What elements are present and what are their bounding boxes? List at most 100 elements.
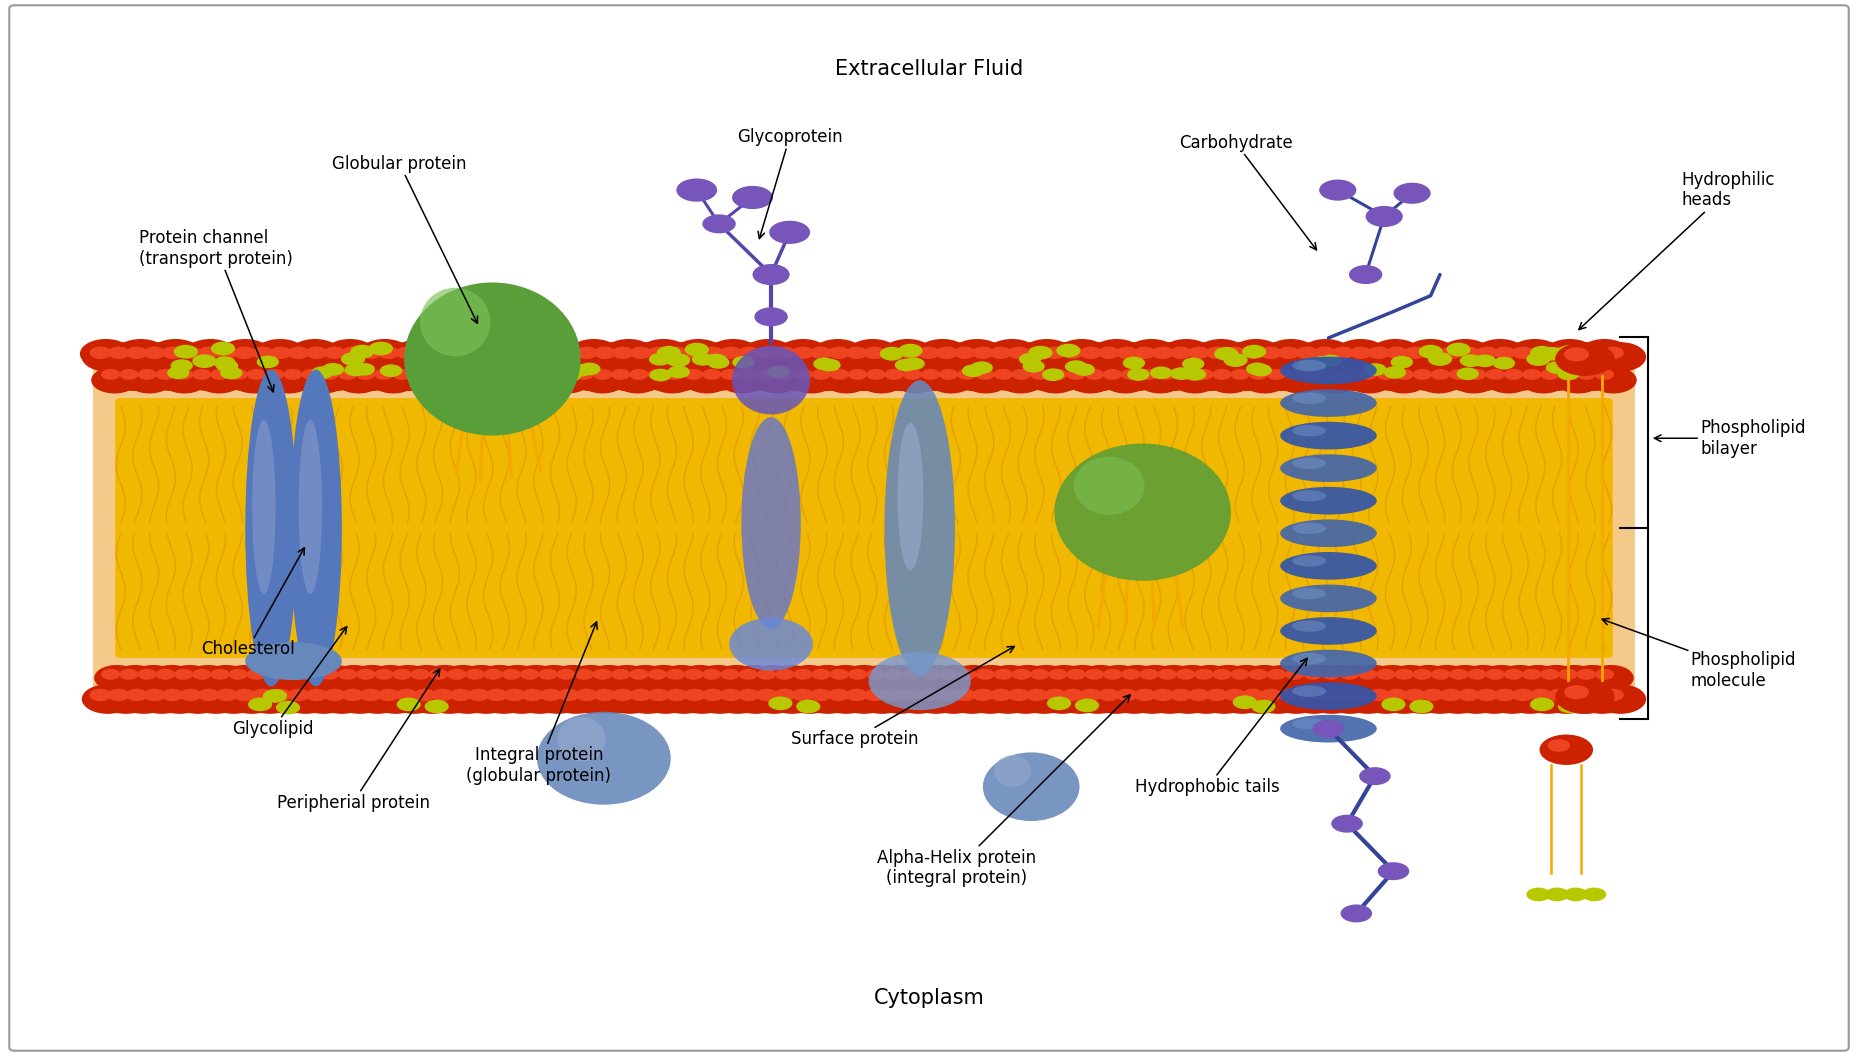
Circle shape xyxy=(423,365,446,378)
Circle shape xyxy=(1341,342,1393,372)
Circle shape xyxy=(1029,345,1053,359)
Circle shape xyxy=(776,339,828,369)
Circle shape xyxy=(171,684,223,714)
Circle shape xyxy=(477,342,529,372)
Circle shape xyxy=(331,665,377,691)
Circle shape xyxy=(342,371,362,382)
Circle shape xyxy=(730,342,782,372)
Circle shape xyxy=(342,689,364,701)
Circle shape xyxy=(1556,700,1580,714)
Circle shape xyxy=(891,342,943,372)
Circle shape xyxy=(111,665,158,691)
Circle shape xyxy=(877,665,923,691)
Circle shape xyxy=(1006,689,1029,701)
Circle shape xyxy=(158,343,178,356)
Circle shape xyxy=(830,371,849,382)
Circle shape xyxy=(1551,343,1573,356)
Circle shape xyxy=(1493,689,1515,701)
Circle shape xyxy=(917,689,940,701)
Circle shape xyxy=(1122,357,1144,370)
Circle shape xyxy=(691,371,709,382)
Circle shape xyxy=(791,346,813,359)
Circle shape xyxy=(204,665,249,691)
Circle shape xyxy=(1042,665,1086,691)
Text: Peripherial protein: Peripherial protein xyxy=(277,670,440,812)
Circle shape xyxy=(1296,365,1341,391)
Circle shape xyxy=(1331,346,1354,359)
Circle shape xyxy=(1539,735,1591,765)
Text: Hydrophobic tails: Hydrophobic tails xyxy=(1135,658,1307,796)
Circle shape xyxy=(838,684,890,714)
Circle shape xyxy=(1601,689,1623,701)
Circle shape xyxy=(993,668,1012,680)
Circle shape xyxy=(514,684,566,714)
Circle shape xyxy=(539,369,557,380)
Circle shape xyxy=(1565,346,1588,359)
Circle shape xyxy=(1029,369,1049,380)
Circle shape xyxy=(312,366,334,379)
Circle shape xyxy=(496,342,548,372)
Circle shape xyxy=(1447,342,1471,356)
Circle shape xyxy=(130,665,176,691)
Circle shape xyxy=(397,697,420,712)
Circle shape xyxy=(1341,684,1393,714)
Circle shape xyxy=(784,343,806,356)
Circle shape xyxy=(360,346,381,359)
Circle shape xyxy=(1313,689,1335,701)
Circle shape xyxy=(1486,684,1538,714)
Circle shape xyxy=(579,366,626,394)
Circle shape xyxy=(1305,684,1357,714)
Circle shape xyxy=(1114,665,1159,691)
Circle shape xyxy=(503,346,526,359)
Circle shape xyxy=(611,346,633,359)
Circle shape xyxy=(208,684,260,714)
Circle shape xyxy=(1528,345,1552,359)
Text: Globular protein: Globular protein xyxy=(332,154,477,323)
Circle shape xyxy=(1528,346,1551,359)
Circle shape xyxy=(1467,668,1486,680)
Circle shape xyxy=(1590,366,1636,394)
Circle shape xyxy=(708,339,760,369)
Ellipse shape xyxy=(1292,588,1326,599)
Circle shape xyxy=(1543,339,1595,369)
Circle shape xyxy=(1575,359,1597,372)
Circle shape xyxy=(1157,668,1175,680)
Circle shape xyxy=(648,369,667,380)
Circle shape xyxy=(1287,684,1339,714)
Circle shape xyxy=(1172,366,1218,394)
Circle shape xyxy=(1224,689,1244,701)
Circle shape xyxy=(622,365,669,391)
Circle shape xyxy=(1588,365,1632,391)
Circle shape xyxy=(702,689,722,701)
Circle shape xyxy=(1036,342,1088,372)
Circle shape xyxy=(1526,887,1551,902)
Circle shape xyxy=(1233,695,1255,710)
Circle shape xyxy=(462,339,514,369)
Circle shape xyxy=(568,339,620,369)
Circle shape xyxy=(1240,344,1266,358)
Circle shape xyxy=(1378,342,1430,372)
Circle shape xyxy=(644,343,667,356)
Circle shape xyxy=(394,339,446,369)
Circle shape xyxy=(719,689,741,701)
Circle shape xyxy=(672,339,724,369)
Circle shape xyxy=(932,365,977,391)
Circle shape xyxy=(986,339,1038,369)
Circle shape xyxy=(1248,371,1266,382)
Circle shape xyxy=(1133,689,1155,701)
Circle shape xyxy=(1252,342,1304,372)
Circle shape xyxy=(1205,366,1253,394)
Circle shape xyxy=(971,346,993,359)
Circle shape xyxy=(208,342,260,372)
Circle shape xyxy=(1315,665,1359,691)
Circle shape xyxy=(1201,343,1224,356)
Circle shape xyxy=(683,668,702,680)
Circle shape xyxy=(1079,346,1101,359)
Circle shape xyxy=(1421,689,1443,701)
Circle shape xyxy=(1073,699,1099,712)
Circle shape xyxy=(186,365,230,391)
Ellipse shape xyxy=(741,417,800,628)
Circle shape xyxy=(1084,369,1103,380)
Circle shape xyxy=(1211,369,1231,380)
Circle shape xyxy=(386,665,431,691)
